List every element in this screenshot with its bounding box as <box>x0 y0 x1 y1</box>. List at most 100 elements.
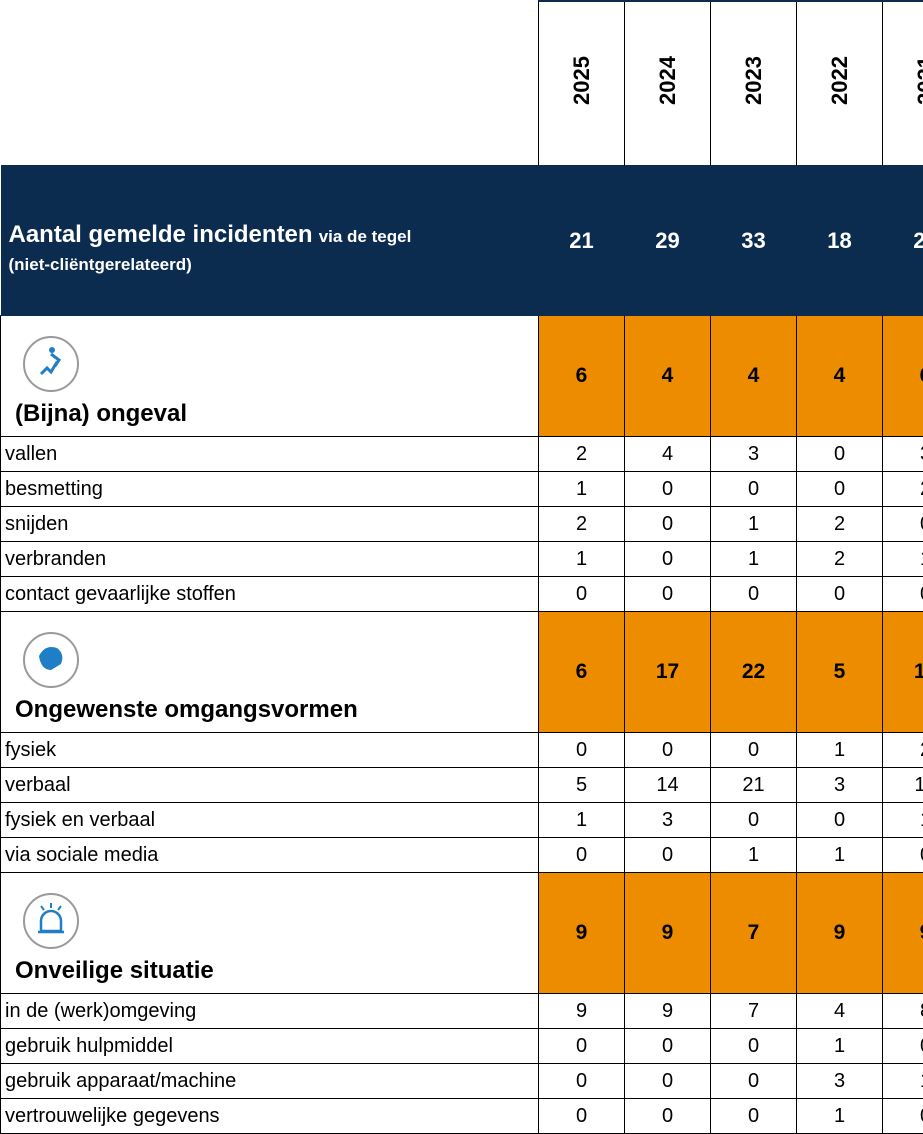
sub-value: 0 <box>625 507 711 542</box>
category-value: 5 <box>797 612 883 733</box>
sub-value: 21 <box>711 768 797 803</box>
sub-value: 2 <box>797 507 883 542</box>
sub-label: gebruik hulpmiddel <box>1 1029 539 1064</box>
total-row: Aantal gemelde incidenten via de tegel(n… <box>1 166 923 316</box>
sub-value: 0 <box>883 507 923 542</box>
sub-value: 0 <box>539 733 625 768</box>
sub-label: verbranden <box>1 542 539 577</box>
sub-value: 0 <box>883 577 923 612</box>
sub-row: verbaal51421310 <box>1 768 923 803</box>
sub-value: 0 <box>539 838 625 873</box>
sub-value: 3 <box>711 437 797 472</box>
sub-value: 0 <box>711 577 797 612</box>
total-value: 18 <box>797 166 883 316</box>
total-value: 33 <box>711 166 797 316</box>
sub-row: fysiek en verbaal13001 <box>1 803 923 838</box>
sub-value: 8 <box>883 994 923 1029</box>
category-value: 22 <box>711 612 797 733</box>
sub-value: 0 <box>625 472 711 507</box>
sub-value: 0 <box>625 577 711 612</box>
sub-row: snijden20120 <box>1 507 923 542</box>
category-value: 4 <box>797 316 883 437</box>
category-icon <box>21 630 81 690</box>
sub-value: 14 <box>625 768 711 803</box>
sub-value: 0 <box>625 838 711 873</box>
sub-value: 0 <box>539 1099 625 1134</box>
sub-value: 0 <box>711 1099 797 1134</box>
sub-label: fysiek en verbaal <box>1 803 539 838</box>
sub-value: 4 <box>797 994 883 1029</box>
sub-value: 1 <box>797 733 883 768</box>
category-icon <box>21 891 81 951</box>
total-value: 29 <box>625 166 711 316</box>
category-icon <box>21 334 81 394</box>
sub-label: vallen <box>1 437 539 472</box>
category-value: 6 <box>883 316 923 437</box>
sub-row: vallen24303 <box>1 437 923 472</box>
sub-label: verbaal <box>1 768 539 803</box>
sub-value: 1 <box>539 472 625 507</box>
header-blank <box>1 1 539 166</box>
sub-row: via sociale media00110 <box>1 838 923 873</box>
total-value: 21 <box>539 166 625 316</box>
total-title: Aantal gemelde incidenten <box>9 221 313 248</box>
sub-row: gebruik apparaat/machine00031 <box>1 1064 923 1099</box>
sub-row: fysiek00012 <box>1 733 923 768</box>
sub-value: 0 <box>797 437 883 472</box>
category-value: 4 <box>711 316 797 437</box>
category-row: (Bijna) ongeval64446 <box>1 316 923 437</box>
total-note: (niet-cliëntgerelateerd) <box>9 255 539 275</box>
sub-row: contact gevaarlijke stoffen00000 <box>1 577 923 612</box>
category-label: Ongewenste omgangsvormen <box>1 612 539 733</box>
year-label: 2023 <box>741 56 767 105</box>
sub-value: 0 <box>883 838 923 873</box>
sub-value: 1 <box>883 542 923 577</box>
sub-value: 0 <box>797 803 883 838</box>
sub-value: 3 <box>797 768 883 803</box>
sub-value: 0 <box>539 577 625 612</box>
sub-value: 0 <box>625 1099 711 1134</box>
sub-value: 2 <box>883 733 923 768</box>
sub-value: 0 <box>625 1029 711 1064</box>
sub-value: 0 <box>711 1029 797 1064</box>
category-value: 9 <box>883 873 923 994</box>
sub-row: besmetting10002 <box>1 472 923 507</box>
sub-value: 1 <box>711 838 797 873</box>
sub-value: 3 <box>797 1064 883 1099</box>
sub-label: via sociale media <box>1 838 539 873</box>
sub-value: 2 <box>539 437 625 472</box>
sub-value: 7 <box>711 994 797 1029</box>
sub-value: 1 <box>539 803 625 838</box>
year-label: 2022 <box>827 56 853 105</box>
sub-value: 3 <box>883 437 923 472</box>
sub-value: 1 <box>883 803 923 838</box>
sub-value: 2 <box>883 472 923 507</box>
category-value: 9 <box>797 873 883 994</box>
sub-label: fysiek <box>1 733 539 768</box>
sub-value: 2 <box>539 507 625 542</box>
sub-value: 10 <box>883 768 923 803</box>
sub-value: 0 <box>883 1099 923 1134</box>
year-cell: 2024 <box>625 1 711 166</box>
sub-value: 1 <box>711 542 797 577</box>
sub-label: in de (werk)omgeving <box>1 994 539 1029</box>
sub-value: 0 <box>711 1064 797 1099</box>
sub-value: 0 <box>625 542 711 577</box>
sub-label: gebruik apparaat/machine <box>1 1064 539 1099</box>
category-value: 9 <box>539 873 625 994</box>
total-value: 28 <box>883 166 923 316</box>
sub-value: 1 <box>539 542 625 577</box>
year-label: 2024 <box>655 56 681 105</box>
sub-value: 0 <box>883 1029 923 1064</box>
sub-value: 0 <box>539 1029 625 1064</box>
category-value: 4 <box>625 316 711 437</box>
sub-label: vertrouwelijke gegevens <box>1 1099 539 1134</box>
sub-row: in de (werk)omgeving99748 <box>1 994 923 1029</box>
category-value: 13 <box>883 612 923 733</box>
year-cell: 2023 <box>711 1 797 166</box>
category-value: 6 <box>539 316 625 437</box>
sub-value: 1 <box>711 507 797 542</box>
category-row: Ongewenste omgangsvormen61722513 <box>1 612 923 733</box>
